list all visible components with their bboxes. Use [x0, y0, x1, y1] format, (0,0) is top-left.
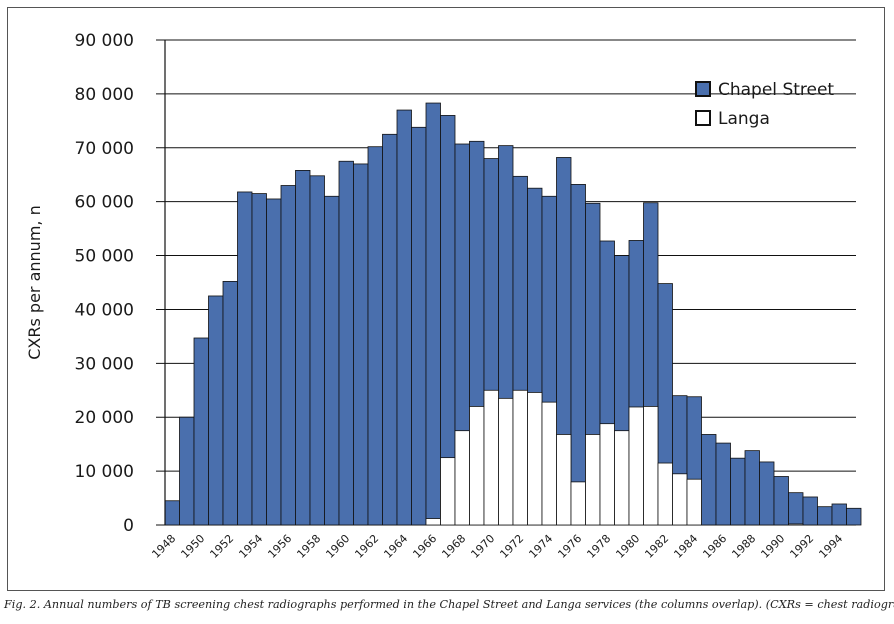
x-tick-label: 1978 [584, 532, 613, 561]
bar-chapel-street [411, 126, 427, 526]
x-tick-label: 1954 [236, 532, 265, 561]
y-tick-label: 20 000 [75, 408, 134, 428]
x-tick-label: 1960 [323, 532, 352, 561]
y-tick-label: 30 000 [75, 354, 134, 374]
bar-langa [454, 430, 470, 526]
figure-caption: Fig. 2. Annual numbers of TB screening c… [4, 598, 894, 611]
bar-langa [643, 406, 659, 526]
y-tick-label: 80 000 [75, 85, 134, 105]
bar-chapel-street [570, 184, 586, 526]
x-tick-label: 1968 [439, 532, 468, 561]
y-tick-label: 50 000 [75, 247, 134, 267]
bar-chapel-street [701, 434, 717, 526]
bar-chapel-street [353, 163, 369, 526]
x-tick-label: 1952 [207, 532, 236, 561]
bar-langa [469, 406, 485, 526]
bar-langa [541, 401, 557, 526]
y-tick-label: 40 000 [75, 300, 134, 320]
legend-swatch [695, 110, 711, 126]
x-tick-label: 1976 [555, 532, 584, 561]
bar-langa [527, 392, 543, 526]
bar-chapel-street [367, 146, 383, 526]
bar-langa [498, 397, 514, 526]
x-tick-label: 1964 [381, 532, 410, 561]
bar-chapel-street [295, 170, 311, 526]
bar-chapel-street [222, 281, 238, 526]
x-tick-label: 1980 [613, 532, 642, 561]
bar-chapel-street [396, 109, 412, 526]
bar-langa [512, 389, 528, 526]
x-tick-label: 1992 [787, 532, 816, 561]
bar-chapel-street [759, 461, 775, 526]
chart-frame: 0 10 000 20 000 30 000 40 000 50 000 60 000 70 … [7, 7, 885, 591]
bar-langa [425, 518, 441, 526]
x-tick-label: 1984 [671, 532, 700, 561]
bar-chapel-street [251, 193, 267, 526]
legend-label: Langa [718, 109, 770, 129]
bar-chapel-street [324, 195, 340, 526]
bar-chapel-street [802, 496, 818, 526]
bar-chapel-street [193, 337, 209, 526]
y-axis-title: CXRs per annum, n [25, 205, 44, 359]
bar-langa [556, 434, 572, 526]
bar-langa [585, 434, 601, 526]
x-tick-label: 1972 [497, 532, 526, 561]
x-tick-label: 1956 [265, 532, 294, 561]
y-tick-label: 0 [123, 516, 134, 536]
x-tick-label: 1988 [729, 532, 758, 561]
bar-langa [570, 481, 586, 526]
legend-label: Chapel Street [718, 80, 834, 100]
bar-langa [686, 478, 702, 526]
bar-langa [483, 389, 499, 526]
bar-chapel-street [309, 175, 325, 526]
x-tick-label: 1990 [758, 532, 787, 561]
chart: 0 10 000 20 000 30 000 40 000 50 000 60 000 70 … [25, 31, 862, 561]
bar-chapel-street [744, 450, 760, 526]
y-tick-label: 70 000 [75, 139, 134, 159]
bar-chapel-street [715, 442, 731, 526]
x-tick-label: 1986 [700, 532, 729, 561]
x-tick-label: 1948 [149, 532, 178, 561]
bar-chapel-street [382, 133, 398, 526]
x-tick-label: 1962 [352, 532, 381, 561]
bar-langa [672, 473, 688, 526]
bar-chapel-street [237, 191, 253, 526]
bar-chapel-street [208, 295, 224, 526]
bar-langa [788, 523, 804, 526]
x-tick-label: 1970 [468, 532, 497, 561]
bar-langa [628, 406, 644, 526]
bar-chapel-street [817, 506, 833, 526]
legend-swatch [695, 81, 711, 97]
bar-langa [599, 423, 615, 526]
bar-chapel-street [773, 476, 789, 526]
x-tick-label: 1994 [816, 532, 845, 561]
bar-langa [614, 430, 630, 526]
bar-chapel-street [831, 503, 847, 526]
bar-chapel-street [338, 160, 354, 526]
x-tick-label: 1982 [642, 532, 671, 561]
bar-chapel-street [266, 198, 282, 526]
bar-chapel-street [179, 416, 195, 526]
x-tick-label: 1950 [178, 532, 207, 561]
bar-chapel-street [788, 492, 804, 526]
bar-langa [440, 457, 456, 526]
x-tick-label: 1958 [294, 532, 323, 561]
bar-chapel-street [280, 185, 296, 526]
y-tick-label: 10 000 [75, 462, 134, 482]
x-tick-label: 1966 [410, 532, 439, 561]
bar-chapel-street [164, 500, 180, 526]
bar-langa [657, 462, 673, 526]
bar-chapel-street [846, 507, 862, 526]
bar-chapel-street [425, 102, 441, 526]
bar-chapel-street [730, 457, 746, 526]
y-tick-label: 60 000 [75, 193, 134, 213]
y-tick-label: 90 000 [75, 31, 134, 51]
x-tick-label: 1974 [526, 532, 555, 561]
